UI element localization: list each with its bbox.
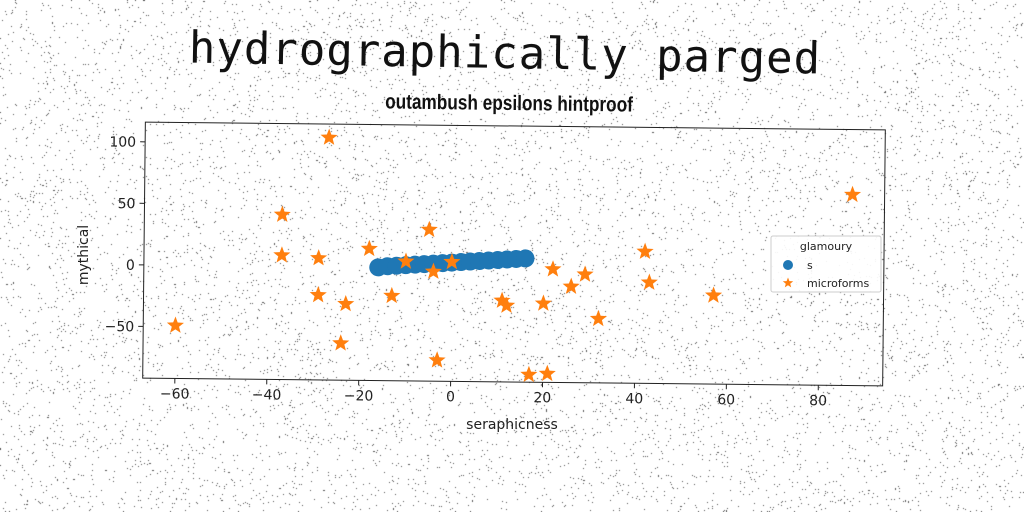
star-point [273,205,291,223]
x-tick-label: 60 [717,392,735,408]
star-point [493,291,511,309]
axis-ticks: −60 −40 −20 0 20 40 60 80 −50 0 50 100 [105,134,828,409]
y-axis-label: mythical [76,225,92,285]
y-tick-label: −50 [105,319,135,335]
star-point [538,364,556,382]
x-tick-label: 80 [809,393,827,409]
legend-label: s [807,259,813,272]
legend-marker [782,277,794,288]
legend: glamoury s microforms [770,235,882,293]
star-point [397,252,415,269]
legend-marker [783,260,793,270]
star-point [166,316,184,333]
y-tick-label: 100 [109,134,136,150]
star-point [544,260,562,277]
x-tick-label: −20 [344,388,374,404]
star-point [332,334,350,351]
plot-frame [142,121,886,387]
star-point [428,351,446,368]
circle-point [516,249,535,268]
star-point [640,273,658,290]
star-point [705,286,723,303]
star-point [534,294,552,311]
star-point [420,220,438,238]
star-point [589,309,607,327]
star-point [562,277,580,294]
chart-marks [166,128,862,383]
star-point [576,265,594,282]
x-axis-label: seraphicness [466,417,558,433]
star-point [424,262,442,279]
legend-box [770,235,882,293]
star-point [273,246,291,263]
star-point [360,239,378,257]
x-tick-label: 20 [533,390,551,406]
star-point [309,286,327,303]
star-point [843,185,862,203]
legend-label: microforms [807,277,869,290]
star-point [310,249,328,266]
star-point [337,294,355,312]
x-tick-label: 0 [446,389,455,405]
star-point [497,296,516,313]
y-tick-label: 0 [126,258,135,274]
x-tick-label: −60 [160,386,190,402]
star-point [636,242,654,260]
x-tick-label: 40 [625,391,643,407]
star-point [443,252,461,270]
star-point [383,286,401,304]
x-tick-label: −40 [252,387,282,403]
star-point [320,128,338,145]
legend-title: glamoury [800,240,853,253]
star-point [520,365,538,383]
y-tick-label: 50 [118,196,136,212]
